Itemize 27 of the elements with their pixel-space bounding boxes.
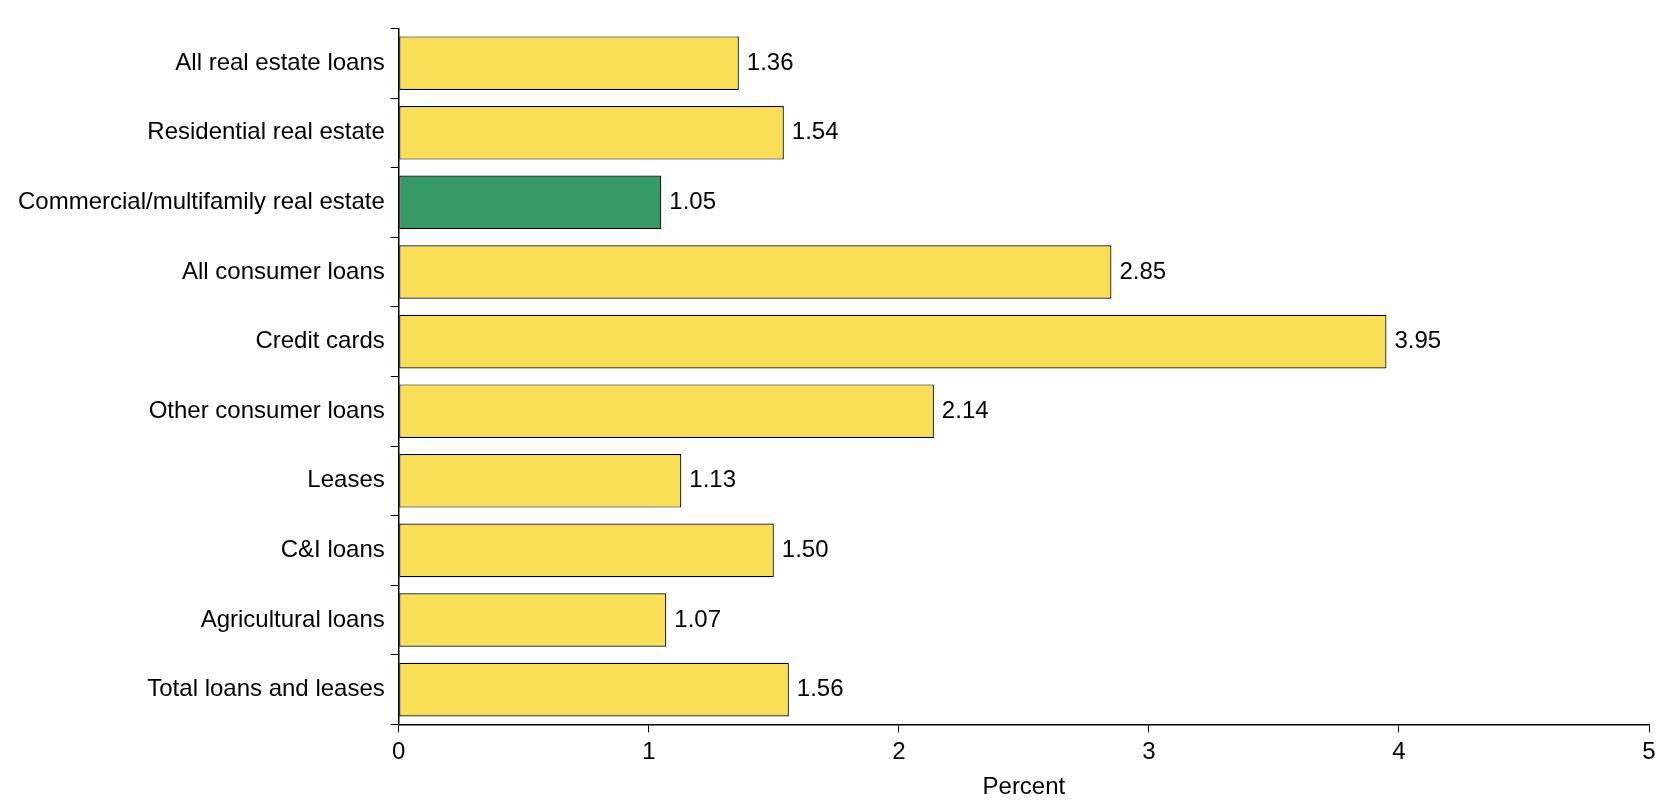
data-label: 1.54 bbox=[791, 117, 839, 145]
data-label: 2.14 bbox=[941, 395, 989, 423]
x-tick-label: 3 bbox=[1142, 737, 1156, 765]
data-label: 1.05 bbox=[669, 187, 717, 215]
data-label: 1.36 bbox=[746, 47, 794, 75]
y-tick-label: Commercial/multifamily real estate bbox=[18, 187, 385, 215]
y-tick-label: Credit cards bbox=[255, 326, 385, 354]
y-tick-label: All consumer loans bbox=[182, 256, 385, 284]
x-tick-label: 0 bbox=[392, 737, 406, 765]
x-tick-label: 5 bbox=[1642, 737, 1656, 765]
y-tick-label: Total loans and leases bbox=[147, 674, 385, 702]
data-label: 3.95 bbox=[1394, 326, 1442, 354]
data-label: 1.07 bbox=[674, 604, 722, 632]
y-tick-label: Leases bbox=[307, 465, 385, 493]
y-tick-label: Residential real estate bbox=[147, 117, 385, 145]
y-tick-label: C&I loans bbox=[280, 535, 385, 563]
y-tick-label: Agricultural loans bbox=[200, 604, 385, 632]
x-tick-label: 2 bbox=[892, 737, 906, 765]
data-label: 1.56 bbox=[796, 674, 844, 702]
x-tick-label: 4 bbox=[1392, 737, 1406, 765]
y-tick-label: Other consumer loans bbox=[148, 395, 385, 423]
x-axis-title: Percent bbox=[982, 772, 1066, 800]
y-tick-label: All real estate loans bbox=[175, 47, 385, 75]
data-label: 1.13 bbox=[689, 465, 737, 493]
data-label: 1.50 bbox=[781, 535, 829, 563]
data-label: 2.85 bbox=[1119, 256, 1167, 284]
x-tick-label: 1 bbox=[642, 737, 656, 765]
